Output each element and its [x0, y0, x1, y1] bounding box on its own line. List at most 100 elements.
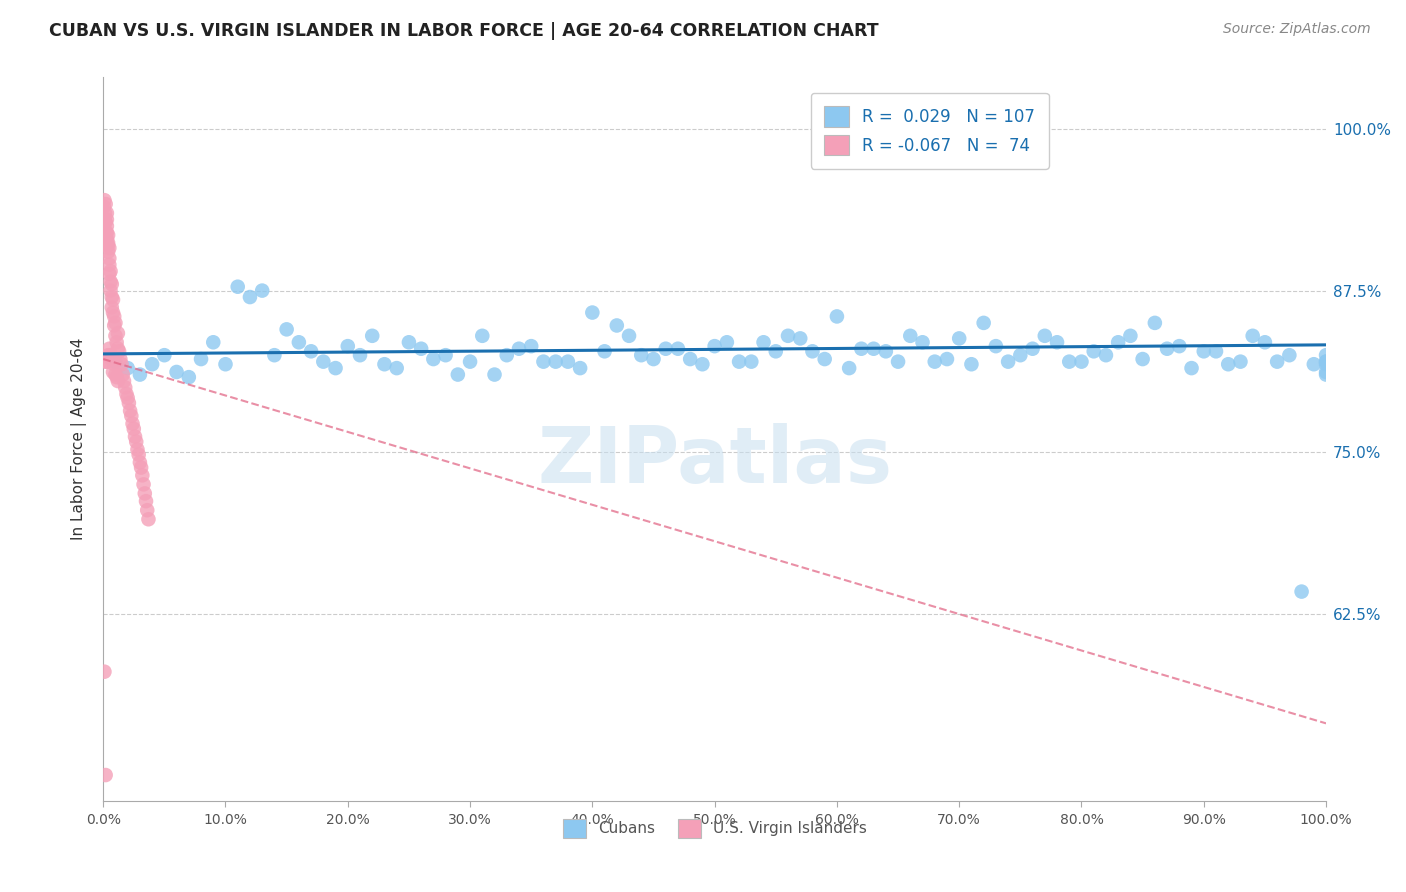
Point [98, 258, 121, 272]
Point [121, 417, 143, 431]
Point [105, 335, 128, 350]
Point [973, 316, 995, 330]
Point [107, 374, 129, 388]
Point [100, 290, 122, 304]
Point [544, 354, 567, 368]
Point [643, 352, 665, 367]
Point [110, 357, 132, 371]
Point [581, 305, 603, 319]
Point [299, 344, 322, 359]
Point [117, 361, 139, 376]
Point [288, 335, 311, 350]
Point [135, 494, 157, 508]
Point [166, 365, 188, 379]
Point [122, 422, 145, 436]
Point [131, 468, 153, 483]
Point [276, 322, 298, 336]
Point [94, 226, 117, 240]
Point [107, 326, 129, 341]
Point [875, 344, 897, 359]
Point [101, 305, 124, 319]
Point [190, 352, 212, 367]
Point [112, 374, 135, 388]
Point [1180, 361, 1202, 376]
Point [105, 370, 128, 384]
Point [1168, 339, 1191, 353]
Point [127, 442, 149, 457]
Point [703, 339, 725, 353]
Point [617, 328, 640, 343]
Text: CUBAN VS U.S. VIRGIN ISLANDER IN LABOR FORCE | AGE 20-64 CORRELATION CHART: CUBAN VS U.S. VIRGIN ISLANDER IN LABOR F… [49, 22, 879, 40]
Point [1033, 328, 1056, 343]
Point [1010, 348, 1032, 362]
Point [115, 387, 138, 401]
Point [1265, 354, 1288, 368]
Point [862, 342, 884, 356]
Point [141, 357, 163, 371]
Point [129, 455, 152, 469]
Text: ZIPatlas: ZIPatlas [537, 423, 893, 499]
Point [94, 206, 117, 220]
Point [508, 342, 530, 356]
Point [96, 226, 118, 240]
Point [98, 252, 121, 266]
Point [325, 361, 347, 376]
Point [851, 342, 873, 356]
Point [557, 354, 579, 368]
Point [134, 486, 156, 500]
Point [97, 348, 120, 362]
Point [101, 365, 124, 379]
Point [103, 310, 125, 324]
Point [100, 275, 122, 289]
Point [1132, 352, 1154, 367]
Point [411, 342, 433, 356]
Point [104, 354, 127, 368]
Point [911, 335, 934, 350]
Point [630, 348, 652, 362]
Point [373, 357, 395, 371]
Point [312, 354, 335, 368]
Point [97, 228, 120, 243]
Point [125, 434, 148, 449]
Point [110, 352, 132, 367]
Point [153, 348, 176, 362]
Point [1143, 316, 1166, 330]
Point [740, 354, 762, 368]
Point [1205, 344, 1227, 359]
Text: Source: ZipAtlas.com: Source: ZipAtlas.com [1223, 22, 1371, 37]
Point [114, 380, 136, 394]
Point [96, 354, 118, 368]
Point [801, 344, 824, 359]
Point [1218, 357, 1240, 371]
Point [814, 352, 837, 367]
Point [1315, 368, 1337, 382]
Point [495, 348, 517, 362]
Point [997, 354, 1019, 368]
Point [108, 344, 131, 359]
Point [100, 277, 122, 292]
Point [120, 403, 142, 417]
Point [93, 212, 115, 227]
Y-axis label: In Labor Force | Age 20-64: In Labor Force | Age 20-64 [72, 338, 87, 541]
Point [100, 352, 122, 367]
Point [533, 354, 555, 368]
Point [1083, 344, 1105, 359]
Point [1278, 348, 1301, 362]
Point [984, 339, 1007, 353]
Point [100, 348, 122, 362]
Point [239, 290, 262, 304]
Point [103, 357, 125, 371]
Point [825, 310, 848, 324]
Point [434, 348, 457, 362]
Point [97, 235, 120, 250]
Point [94, 197, 117, 211]
Point [104, 328, 127, 343]
Point [100, 264, 122, 278]
Point [129, 460, 152, 475]
Point [98, 267, 121, 281]
Point [202, 335, 225, 350]
Point [94, 215, 117, 229]
Point [606, 318, 628, 333]
Point [593, 344, 616, 359]
Point [138, 512, 160, 526]
